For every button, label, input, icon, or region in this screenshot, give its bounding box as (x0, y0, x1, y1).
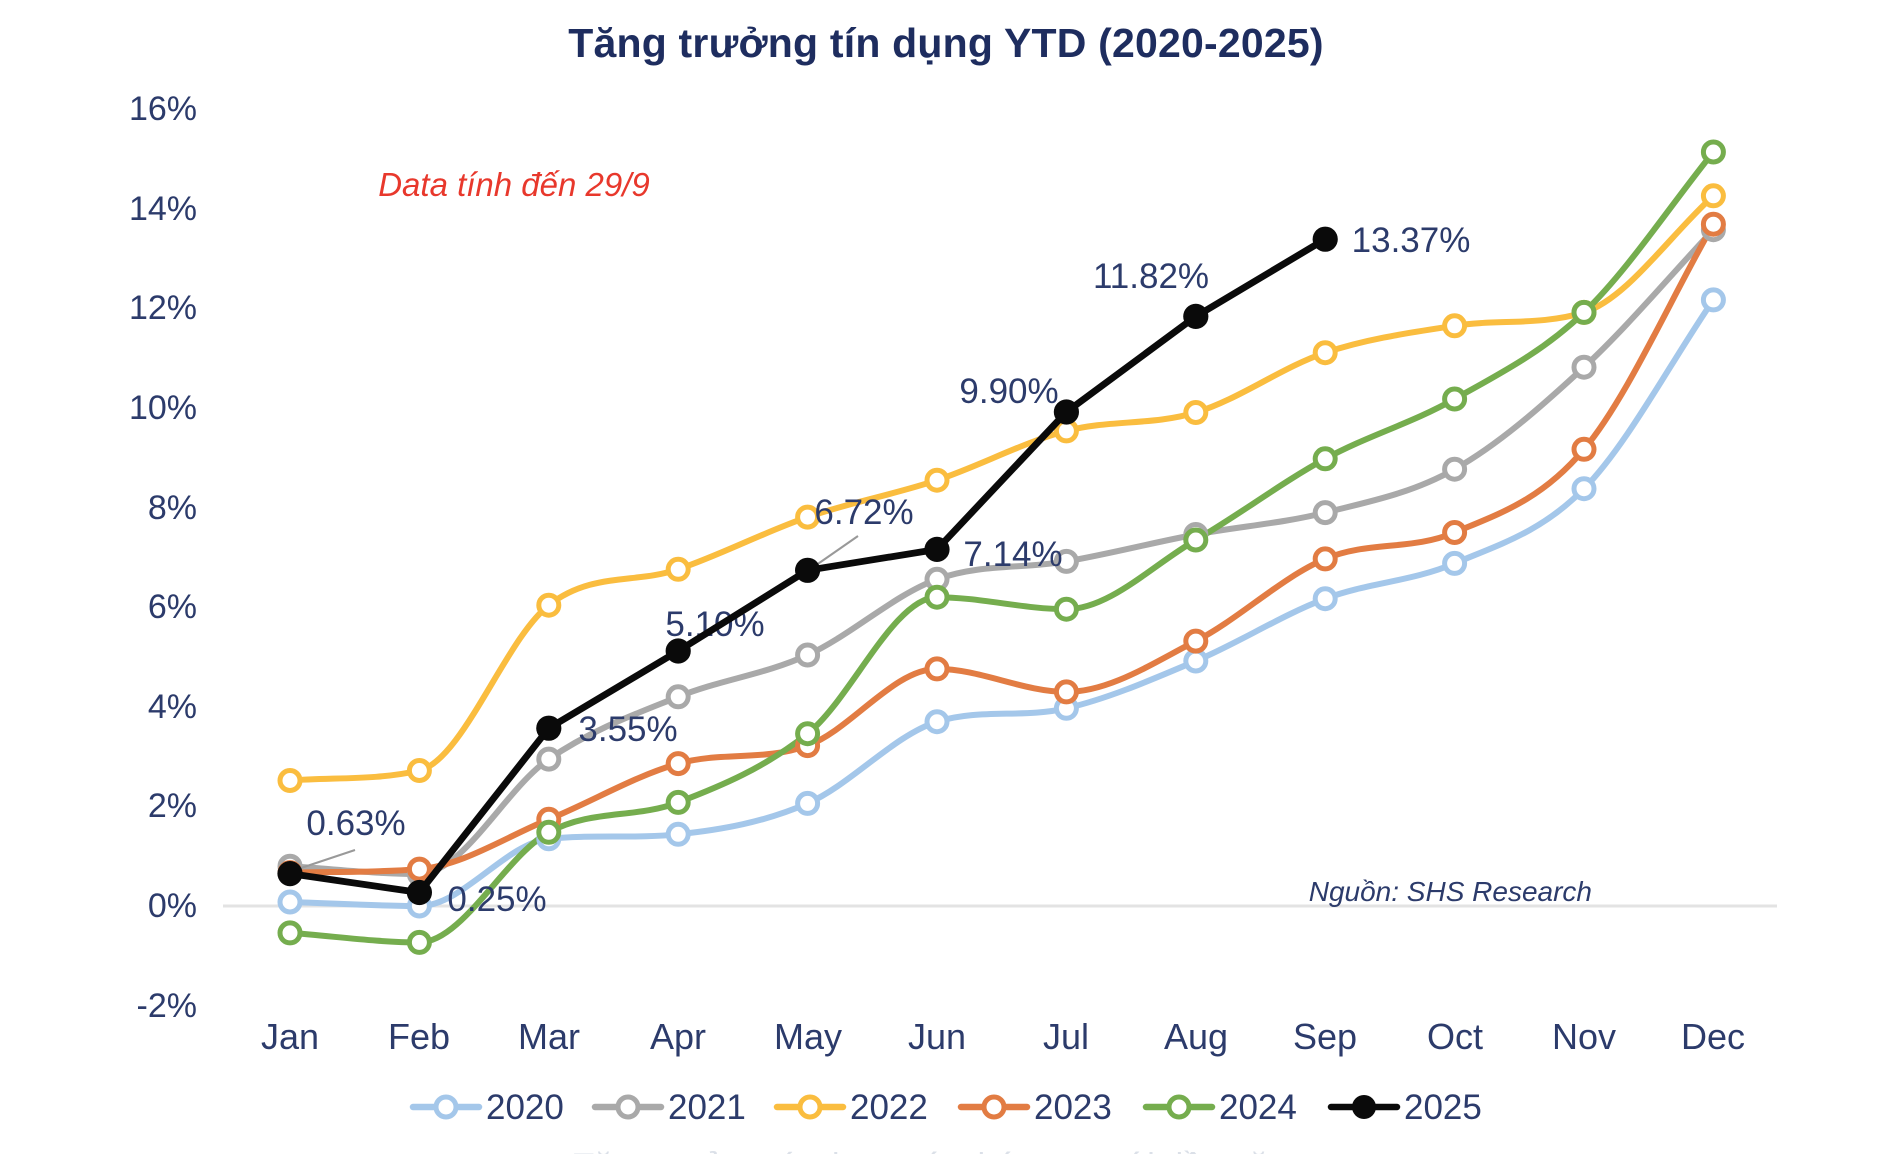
svg-text:2022: 2022 (850, 1088, 928, 1127)
svg-text:2025: 2025 (1404, 1088, 1482, 1127)
svg-text:14%: 14% (129, 190, 197, 228)
svg-text:Apr: Apr (650, 1016, 706, 1057)
svg-text:Sep: Sep (1293, 1016, 1357, 1057)
svg-text:0.63%: 0.63% (306, 804, 405, 843)
svg-text:7.14%: 7.14% (963, 535, 1062, 574)
svg-text:Nguồn: SHS Research: Nguồn: SHS Research (1309, 876, 1592, 907)
svg-text:11.82%: 11.82% (1093, 257, 1209, 296)
svg-text:Data tính đến 29/9: Data tính đến 29/9 (378, 166, 650, 203)
svg-text:Dec: Dec (1681, 1016, 1745, 1057)
svg-text:May: May (774, 1016, 842, 1057)
svg-text:16%: 16% (129, 90, 197, 128)
svg-text:8%: 8% (148, 489, 197, 527)
svg-text:Tăng trưởng tín dụng các tháng: Tăng trưởng tín dụng các tháng so với đầ… (573, 1147, 1296, 1154)
svg-text:Mar: Mar (518, 1016, 580, 1057)
svg-text:Aug: Aug (1164, 1016, 1228, 1057)
svg-text:Tăng trưởng tín dụng YTD (2020: Tăng trưởng tín dụng YTD (2020-2025) (568, 20, 1324, 66)
svg-text:Oct: Oct (1427, 1016, 1483, 1057)
svg-text:Jan: Jan (261, 1016, 319, 1057)
svg-text:12%: 12% (129, 289, 197, 327)
svg-text:Feb: Feb (388, 1016, 450, 1057)
svg-text:Jun: Jun (908, 1016, 966, 1057)
svg-text:4%: 4% (148, 688, 197, 726)
svg-text:10%: 10% (129, 389, 197, 427)
svg-text:2020: 2020 (486, 1088, 564, 1127)
svg-text:2021: 2021 (668, 1088, 746, 1127)
svg-text:Nov: Nov (1552, 1016, 1616, 1057)
svg-text:0%: 0% (148, 887, 197, 925)
svg-text:0.25%: 0.25% (447, 880, 546, 919)
svg-text:2%: 2% (148, 787, 197, 825)
svg-text:9.90%: 9.90% (959, 372, 1058, 411)
svg-text:6%: 6% (148, 588, 197, 626)
svg-text:-2%: -2% (137, 987, 197, 1025)
svg-text:13.37%: 13.37% (1352, 221, 1471, 260)
svg-text:Jul: Jul (1043, 1016, 1089, 1057)
svg-text:2024: 2024 (1219, 1088, 1297, 1127)
svg-text:2023: 2023 (1034, 1088, 1112, 1127)
svg-text:6.72%: 6.72% (814, 493, 913, 532)
svg-text:3.55%: 3.55% (578, 710, 677, 749)
